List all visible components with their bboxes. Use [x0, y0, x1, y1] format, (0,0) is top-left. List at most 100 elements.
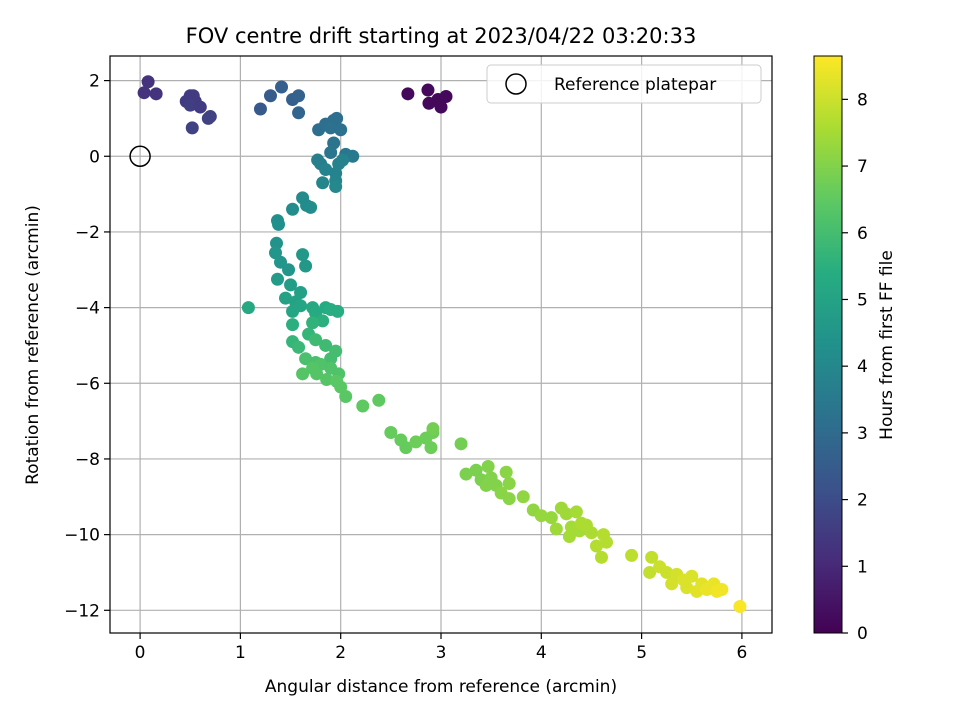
scatter-point: [324, 145, 338, 159]
scatter-point: [346, 149, 360, 163]
colorbar: [813, 55, 843, 634]
scatter-point: [330, 111, 344, 125]
scatter-point: [372, 393, 386, 407]
scatter-point: [316, 314, 330, 328]
x-tick-label: 6: [736, 643, 747, 663]
colorbar-tick-label: 4: [857, 357, 868, 377]
y-tick-label: −10: [64, 526, 100, 546]
scatter-point: [715, 582, 729, 596]
scatter-point: [296, 367, 310, 381]
scatter-point: [292, 89, 306, 103]
scatter-point: [292, 106, 306, 120]
x-tick-label: 4: [536, 643, 547, 663]
scatter-point: [272, 217, 286, 231]
scatter-point: [306, 316, 320, 330]
scatter-point: [185, 121, 199, 135]
scatter-point: [324, 121, 338, 135]
y-tick-label: −6: [75, 374, 100, 394]
scatter-point: [275, 80, 289, 94]
scatter-point: [534, 509, 548, 523]
scatter-point: [481, 460, 495, 474]
scatter-point: [401, 87, 415, 101]
colorbar-tick-label: 5: [857, 290, 868, 310]
x-axis-ticks: 0 1 2 3 4 5 6: [135, 633, 747, 663]
scatter-point: [149, 87, 163, 101]
scatter-point: [660, 565, 674, 579]
x-tick-label: 3: [436, 643, 447, 663]
y-tick-label: −2: [75, 223, 100, 243]
scatter-point: [421, 83, 435, 97]
chart-title: FOV centre drift starting at 2023/04/22 …: [186, 24, 697, 48]
legend: Reference platepar: [486, 64, 762, 104]
scatter-point: [284, 278, 298, 292]
scatter-point: [733, 600, 747, 614]
x-tick-label: 5: [636, 643, 647, 663]
scatter-point: [279, 291, 293, 305]
scatter-point: [356, 399, 370, 413]
scatter-point: [680, 581, 694, 595]
scatter-point: [439, 89, 453, 103]
scatter-point: [253, 102, 267, 116]
scatter-point: [459, 467, 473, 481]
scatter-point: [559, 507, 573, 521]
scatter-point: [292, 340, 306, 354]
scatter-point: [270, 236, 284, 250]
scatter-point: [316, 176, 330, 190]
y-tick-label: −8: [75, 450, 100, 470]
scatter-point: [296, 248, 310, 262]
scatter-point: [324, 352, 338, 366]
legend-box: [486, 64, 762, 104]
y-tick-label: 0: [89, 147, 100, 167]
scatter-point: [569, 505, 583, 519]
scatter-point: [319, 338, 333, 352]
scatter-points: [137, 75, 747, 614]
scatter-point: [426, 422, 440, 436]
scatter-point: [625, 548, 639, 562]
y-tick-label: −12: [64, 601, 100, 621]
scatter-point: [643, 565, 657, 579]
scatter-point: [549, 522, 563, 536]
scatter-point: [299, 259, 313, 273]
scatter-point: [409, 435, 423, 449]
scatter-point: [502, 492, 516, 506]
legend-entry-reference: Reference platepar: [554, 75, 716, 95]
scatter-point: [282, 263, 296, 277]
scatter-point: [594, 550, 608, 564]
reference-platepar-marker: [129, 145, 151, 168]
colorbar-tick-label: 2: [857, 491, 868, 511]
scatter-point: [589, 539, 603, 553]
colorbar-tick-label: 3: [857, 424, 868, 444]
scatter-point: [304, 200, 318, 214]
colorbar-tick-label: 1: [857, 557, 868, 577]
colorbar-tick-label: 6: [857, 224, 868, 244]
scatter-point: [434, 100, 448, 114]
x-tick-label: 1: [235, 643, 246, 663]
scatter-point: [600, 535, 613, 549]
scatter-point: [544, 511, 558, 525]
scatter-point: [424, 441, 438, 455]
colorbar-label: Hours from first FF file: [877, 250, 897, 440]
scatter-point: [454, 437, 468, 451]
scatter-point: [309, 333, 323, 347]
scatter-point: [319, 163, 333, 177]
colorbar-tick-label: 7: [857, 157, 868, 177]
scatter-point: [384, 425, 398, 439]
scatter-point: [584, 526, 598, 540]
scatter-point: [562, 530, 576, 544]
scatter-point: [137, 86, 151, 100]
scatter-point: [320, 372, 334, 386]
scatter-point: [286, 202, 300, 216]
x-axis-label: Angular distance from reference (arcmin): [265, 677, 617, 697]
x-tick-label: 2: [335, 643, 346, 663]
scatter-point: [201, 111, 215, 125]
scatter-point: [502, 477, 516, 491]
scatter-point: [241, 301, 255, 315]
y-axis-ticks: 2 0 −2 −4 −6 −8 −10 −12: [64, 72, 110, 621]
scatter-point: [141, 75, 155, 89]
legend-reference-icon: [505, 73, 527, 95]
scatter-point: [331, 304, 345, 318]
scatter-point: [183, 98, 197, 112]
scatter-point: [399, 441, 413, 455]
scatter-point: [286, 318, 300, 332]
